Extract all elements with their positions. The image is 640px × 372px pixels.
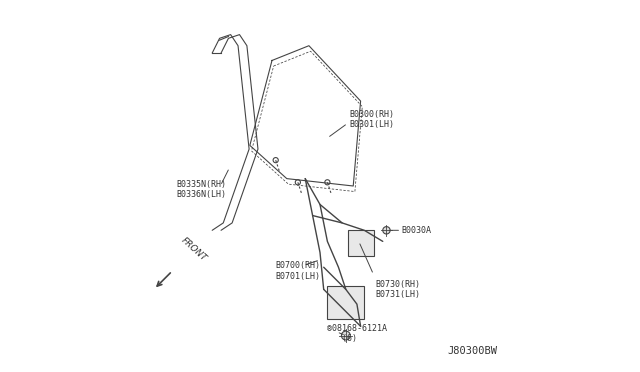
Text: B0030A: B0030A	[401, 226, 431, 235]
Text: B0730(RH)
B0731(LH): B0730(RH) B0731(LH)	[376, 280, 420, 299]
Text: ®08168-6121A
   (6): ®08168-6121A (6)	[328, 324, 387, 343]
Circle shape	[383, 227, 390, 234]
Text: J80300BW: J80300BW	[447, 346, 497, 356]
Bar	[348, 230, 374, 256]
Text: B0300(RH)
B0301(LH): B0300(RH) B0301(LH)	[349, 110, 394, 129]
Circle shape	[341, 331, 350, 340]
Text: B0700(RH)
B0701(LH): B0700(RH) B0701(LH)	[276, 261, 321, 280]
Bar	[328, 286, 364, 319]
Text: B0335N(RH)
B0336N(LH): B0335N(RH) B0336N(LH)	[176, 180, 226, 199]
Text: FRONT: FRONT	[180, 236, 209, 263]
